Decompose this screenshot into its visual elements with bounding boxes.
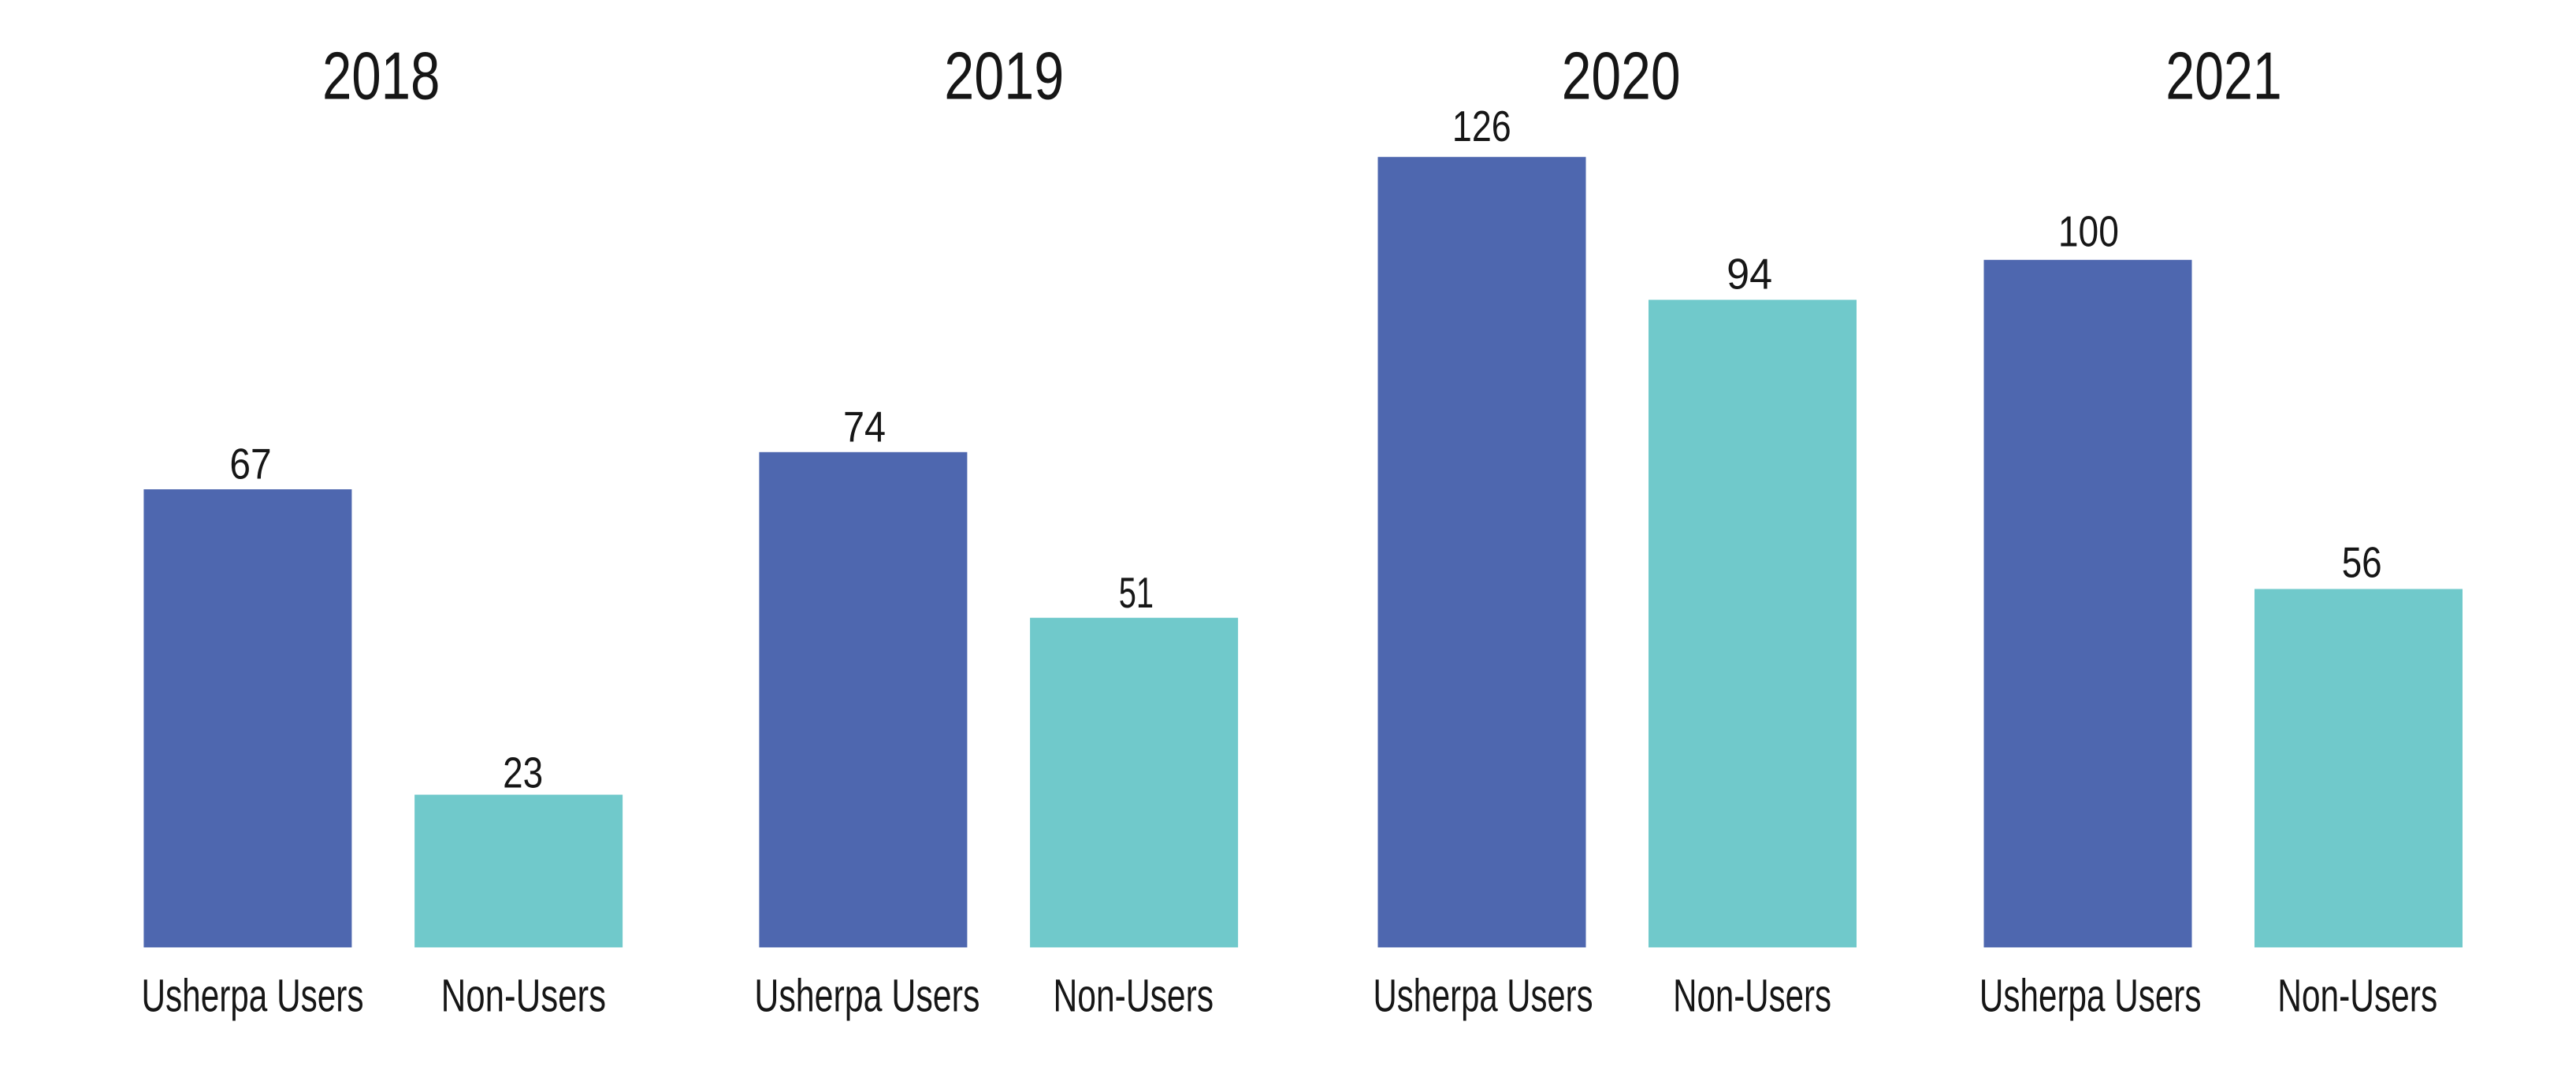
svg-text:Usherpa Users: Usherpa Users [1373,971,1593,1022]
svg-text:Usherpa Users: Usherpa Users [754,971,979,1022]
svg-text:67: 67 [229,439,271,488]
svg-text:56: 56 [2342,538,2382,587]
svg-text:Non-Users: Non-Users [2277,971,2437,1022]
svg-text:Usherpa Users: Usherpa Users [142,971,364,1022]
svg-text:2021: 2021 [2165,39,2282,113]
svg-text:51: 51 [1119,568,1154,617]
svg-text:126: 126 [1452,102,1511,150]
svg-text:100: 100 [2058,206,2119,255]
svg-text:2019: 2019 [944,39,1064,113]
svg-text:Non-Users: Non-Users [1054,971,1214,1022]
svg-text:Non-Users: Non-Users [1673,971,1831,1022]
svg-text:23: 23 [503,749,543,797]
svg-text:2020: 2020 [1562,39,1681,113]
svg-text:94: 94 [1727,249,1772,298]
svg-text:2018: 2018 [322,39,440,113]
svg-text:Non-Users: Non-Users [441,971,606,1022]
svg-text:Usherpa Users: Usherpa Users [1979,971,2202,1022]
svg-text:74: 74 [843,403,886,451]
